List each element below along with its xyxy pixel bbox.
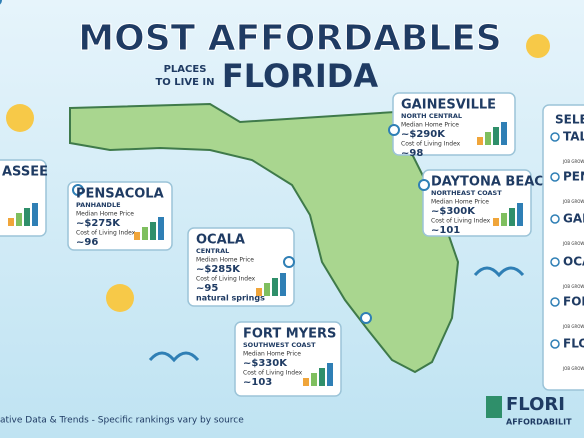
price-label: Median Home Price (401, 122, 459, 129)
index: ~101 (431, 225, 460, 236)
icon-bar (517, 203, 523, 226)
price-label: Median Home Price (243, 351, 301, 358)
index-label: Cost of Living Index (76, 230, 136, 237)
icon-bar (272, 278, 278, 296)
item-name: PEN (563, 170, 584, 184)
map-pin (283, 256, 295, 268)
icon-bar (158, 217, 164, 240)
price: ~$275K (76, 218, 121, 229)
sun (526, 34, 550, 58)
sun (106, 284, 134, 312)
item-dot (550, 214, 560, 224)
icon-bar (303, 378, 309, 386)
footer-note: ative Data & Trends - Specific rankings … (0, 416, 244, 426)
item-label: JOB GROW (562, 199, 584, 204)
icon-bar (311, 373, 317, 386)
price: ~$330K (243, 358, 288, 369)
card-name: OCALA (196, 233, 245, 248)
icon-bar (150, 222, 156, 240)
item-label: JOB GROW (562, 366, 584, 371)
item-name: TAL (563, 130, 584, 144)
item-name: GAI (563, 212, 584, 226)
index-label: Cost of Living Index (431, 218, 491, 225)
item-label: JOB GROW (562, 284, 584, 289)
item-dot (550, 172, 560, 182)
card-name: ASSEE (2, 165, 48, 180)
card-note: natural springs (196, 294, 265, 303)
price-label: Median Home Price (76, 211, 134, 218)
price-label: Median Home Price (196, 257, 254, 264)
icon-bar (142, 227, 148, 240)
index-label: Cost of Living Index (196, 276, 256, 283)
price-label: Median Home Price (431, 199, 489, 206)
subtitle: TO LIVE IN (155, 77, 214, 88)
map-pin (388, 124, 400, 136)
map-pin (360, 312, 372, 324)
icon-bar (493, 127, 499, 145)
item-dot (550, 132, 560, 142)
icon-bar (32, 203, 38, 226)
icon-bar (134, 232, 140, 240)
side-panel-title: SELE (555, 113, 584, 127)
icon-bar (8, 218, 14, 226)
icon-bar (24, 208, 30, 226)
icon-bar (327, 363, 333, 386)
item-label: JOB GROW (562, 159, 584, 164)
icon-bar (280, 273, 286, 296)
icon-bar (493, 218, 499, 226)
logo: AFFORDABILIT (506, 418, 572, 427)
price: ~$285K (196, 264, 241, 275)
map-pin (72, 184, 84, 196)
item-label: JOB GROW (562, 241, 584, 246)
card-region: CENTRAL (196, 247, 229, 255)
card-region: SOUTHWEST COAST (243, 341, 316, 349)
wave (473, 266, 525, 278)
logo-icon (486, 396, 502, 418)
item-name: FOR (563, 295, 584, 309)
subtitle: PLACES (164, 64, 207, 75)
icon-bar (477, 137, 483, 145)
item-name: OCA (563, 255, 584, 269)
price: ~$290K (401, 129, 446, 140)
card-region: NORTHEAST COAST (431, 189, 502, 197)
logo: FLORI (506, 394, 565, 415)
title: MOST AFFORDABLES (78, 18, 501, 59)
index: ~98 (401, 148, 423, 159)
state-name: FLORIDA (222, 57, 378, 95)
item-dot (550, 257, 560, 267)
icon-bar (485, 132, 491, 145)
item-dot (550, 339, 560, 349)
card-name: FORT MYERS (243, 327, 336, 342)
index: ~95 (196, 283, 218, 294)
index: ~96 (76, 237, 98, 248)
sun (6, 104, 34, 132)
card-region: PANHANDLE (76, 201, 121, 209)
price: ~$300K (431, 206, 476, 217)
icon-bar (319, 368, 325, 386)
map-pin (0, 0, 2, 5)
card-name: DAYTONA BEACH (431, 175, 555, 190)
icon-bar (509, 208, 515, 226)
card-name: PENSACOLA (76, 187, 164, 202)
card (392, 92, 516, 156)
card-region: NORTH CENTRAL (401, 112, 462, 120)
card-name: GAINESVILLE (401, 98, 496, 113)
icon-bar (501, 213, 507, 226)
index-label: Cost of Living Index (243, 370, 303, 377)
map-pin (418, 179, 430, 191)
item-label: JOB GROW (562, 324, 584, 329)
item-name: FLO (563, 337, 584, 351)
icon-bar (501, 122, 507, 145)
icon-bar (264, 283, 270, 296)
icon-bar (256, 288, 262, 296)
index-label: Cost of Living Index (401, 141, 461, 148)
icon-bar (16, 213, 22, 226)
index: ~103 (243, 377, 272, 388)
wave (148, 351, 200, 363)
item-dot (550, 297, 560, 307)
